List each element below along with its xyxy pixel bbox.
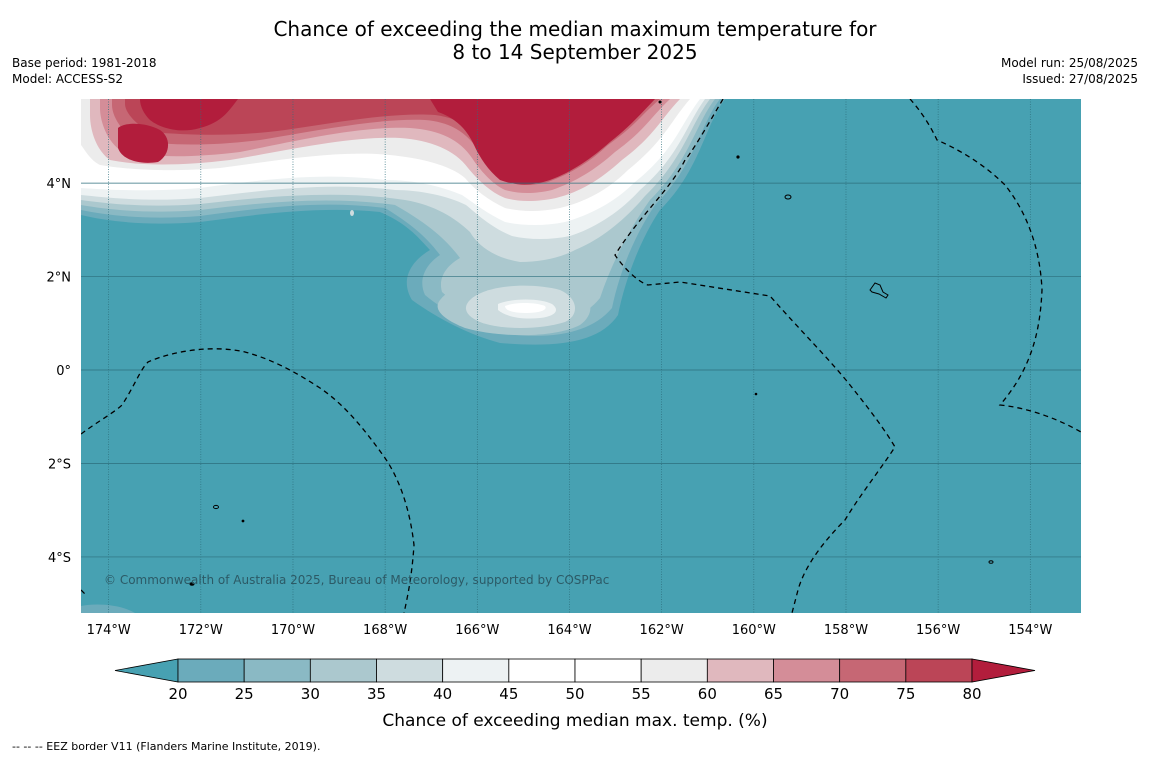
colorbar-extend-high bbox=[971, 658, 1036, 683]
model-info: Base period: 1981-2018 Model: ACCESS-S2 bbox=[12, 55, 157, 87]
base-period-label: Base period: 1981-2018 bbox=[12, 56, 157, 70]
islands bbox=[189, 100, 994, 586]
eez-border-line bbox=[81, 348, 415, 613]
model-run-label: Model run: 25/08/2025 bbox=[1000, 56, 1138, 70]
colorbar bbox=[114, 658, 1036, 683]
longitude-label: 170°W bbox=[271, 623, 315, 638]
island bbox=[350, 210, 354, 216]
colorbar-segment bbox=[905, 658, 973, 683]
colorbar-tick-label: 50 bbox=[565, 685, 584, 703]
island bbox=[658, 100, 662, 104]
island bbox=[869, 282, 889, 299]
colorbar-tick-label: 75 bbox=[896, 685, 915, 703]
anomaly-central bbox=[437, 275, 591, 336]
colorbar-segment bbox=[640, 658, 708, 683]
colorbar-tick-label: 55 bbox=[632, 685, 651, 703]
colorbar-tick-labels: 20 25 30 35 40 45 50 55 60 65 70 75 80 bbox=[168, 685, 981, 703]
latitude-label: 0° bbox=[56, 364, 71, 379]
island bbox=[736, 155, 740, 159]
longitude-label: 158°W bbox=[824, 623, 868, 638]
copyright-notice: © Commonwealth of Australia 2025, Bureau… bbox=[104, 573, 609, 587]
latitude-label: 4°S bbox=[48, 551, 71, 566]
anomaly-north bbox=[81, 99, 725, 345]
colorbar-tick-label: 30 bbox=[301, 685, 320, 703]
colorbar-tick-label: 20 bbox=[168, 685, 187, 703]
probability-field bbox=[81, 99, 725, 613]
longitude-label: 164°W bbox=[547, 623, 591, 638]
colorbar-tick-label: 60 bbox=[698, 685, 717, 703]
eez-footnote: -- -- -- EEZ border V11 (Flanders Marine… bbox=[12, 740, 321, 753]
map-plot-area: © Commonwealth of Australia 2025, Bureau… bbox=[81, 99, 1081, 613]
colorbar-tick-label: 65 bbox=[764, 685, 783, 703]
colorbar-title: Chance of exceeding median max. temp. (%… bbox=[382, 711, 767, 731]
graticule bbox=[81, 99, 1081, 613]
latitude-label: 2°S bbox=[48, 457, 71, 472]
eez-border-line bbox=[614, 99, 896, 613]
longitude-label: 166°W bbox=[455, 623, 499, 638]
colorbar-segment bbox=[574, 658, 642, 683]
map-figure: © Commonwealth of Australia 2025, Bureau… bbox=[47, 99, 1081, 731]
colorbar-tick-label: 70 bbox=[830, 685, 849, 703]
colorbar-tick-label: 80 bbox=[962, 685, 981, 703]
colorbar-segment bbox=[839, 658, 907, 683]
longitude-label: 174°W bbox=[87, 623, 131, 638]
island bbox=[754, 392, 758, 396]
contour-80-west bbox=[118, 123, 169, 163]
island bbox=[988, 560, 994, 564]
latitude-labels: 4°N 2°N 0° 2°S 4°S bbox=[47, 177, 72, 566]
colorbar-segment bbox=[177, 658, 245, 683]
issued-label: Issued: 27/08/2025 bbox=[1022, 72, 1138, 86]
contour-50-central bbox=[505, 303, 546, 313]
island bbox=[784, 194, 792, 200]
colorbar-tick-label: 25 bbox=[235, 685, 254, 703]
run-info: Model run: 25/08/2025 Issued: 27/08/2025 bbox=[1001, 55, 1138, 87]
colorbar-extend-low bbox=[114, 658, 179, 683]
colorbar-tick-label: 40 bbox=[433, 685, 452, 703]
colorbar-segment bbox=[706, 658, 774, 683]
colorbar-segment bbox=[773, 658, 841, 683]
latitude-label: 2°N bbox=[47, 271, 72, 286]
model-label: Model: ACCESS-S2 bbox=[12, 72, 124, 86]
colorbar-tick-label: 35 bbox=[367, 685, 386, 703]
title-line-2: 8 to 14 September 2025 bbox=[452, 40, 698, 64]
longitude-label: 172°W bbox=[179, 623, 223, 638]
anomaly-southwest bbox=[81, 604, 135, 613]
island bbox=[213, 504, 219, 510]
eez-borders bbox=[81, 99, 1081, 613]
colorbar-segment bbox=[243, 658, 311, 683]
contour-80-core bbox=[430, 99, 655, 185]
contour-80 bbox=[140, 99, 238, 131]
colorbar-tick-label: 45 bbox=[499, 685, 518, 703]
longitude-label: 160°W bbox=[732, 623, 776, 638]
longitude-label: 156°W bbox=[916, 623, 960, 638]
longitude-label: 154°W bbox=[1008, 623, 1052, 638]
longitude-labels: 174°W 172°W 170°W 168°W 166°W 164°W 162°W 160°W… bbox=[87, 623, 1053, 638]
island bbox=[241, 519, 245, 523]
longitude-label: 168°W bbox=[363, 623, 407, 638]
eez-border-line bbox=[81, 589, 87, 596]
map-title: Chance of exceeding the median maximum t… bbox=[0, 18, 1150, 64]
title-line-1: Chance of exceeding the median maximum t… bbox=[273, 17, 877, 41]
eez-border-line bbox=[909, 99, 1081, 433]
colorbar-segment bbox=[508, 658, 576, 683]
island bbox=[189, 582, 195, 586]
colorbar-segment bbox=[309, 658, 377, 683]
longitude-label: 162°W bbox=[640, 623, 684, 638]
colorbar-segment bbox=[376, 658, 444, 683]
colorbar-segment bbox=[442, 658, 510, 683]
latitude-label: 4°N bbox=[47, 177, 72, 192]
